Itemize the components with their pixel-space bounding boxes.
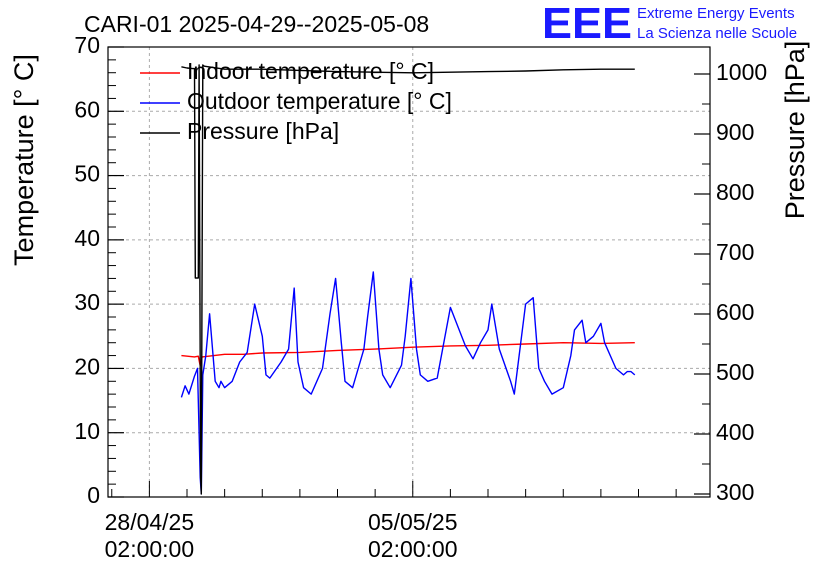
legend-label-2: Pressure [hPa] bbox=[187, 118, 339, 144]
right-axis: 300 400 500 600 700 800 900 1000 bbox=[694, 59, 767, 505]
y2-tick-label: 600 bbox=[716, 299, 754, 325]
legend-label-0: Indoor temperature [° C] bbox=[187, 58, 434, 84]
y2-tick-label: 900 bbox=[716, 119, 754, 145]
y2-tick-label: 500 bbox=[716, 359, 754, 385]
chart-title: CARI-01 2025-04-29--2025-05-08 bbox=[84, 11, 429, 37]
y-tick-label: 60 bbox=[74, 96, 100, 122]
y-tick-label: 20 bbox=[74, 354, 100, 380]
x-tick-label-date: 05/05/25 bbox=[368, 509, 458, 535]
series-layer bbox=[180, 64, 636, 495]
y2-tick-label: 700 bbox=[716, 239, 754, 265]
eee-logo: EEE Extreme Energy Events La Scienza nel… bbox=[542, 0, 797, 48]
plot-frame bbox=[107, 46, 711, 498]
series-line-0 bbox=[181, 342, 635, 367]
left-axis: 0 10 20 30 40 50 60 70 bbox=[74, 32, 124, 508]
y-tick-label: 40 bbox=[74, 225, 100, 251]
y2-axis-title: Pressure [hPa] bbox=[780, 41, 810, 220]
x-tick-label-time: 02:00:00 bbox=[368, 536, 458, 562]
y-tick-label: 0 bbox=[87, 482, 100, 508]
y-tick-label: 70 bbox=[74, 32, 100, 58]
y-axis-title: Temperature [° C] bbox=[9, 54, 39, 266]
y-tick-label: 30 bbox=[74, 289, 100, 315]
series-line-2 bbox=[181, 64, 635, 495]
eee-logo-mark: EEE bbox=[542, 0, 632, 48]
y-tick-label: 10 bbox=[74, 418, 100, 444]
y2-tick-label: 300 bbox=[716, 479, 754, 505]
series-line-1 bbox=[180, 271, 636, 495]
y-tick-label: 50 bbox=[74, 161, 100, 187]
y2-tick-label: 1000 bbox=[716, 59, 767, 85]
legend: Indoor temperature [° C] Outdoor temperat… bbox=[140, 58, 452, 144]
eee-logo-line2: La Scienza nelle Scuole bbox=[637, 25, 797, 42]
x-tick-label-date: 28/04/25 bbox=[105, 509, 195, 535]
x-tick-label-time: 02:00:00 bbox=[105, 536, 195, 562]
y2-tick-label: 400 bbox=[716, 419, 754, 445]
y2-tick-label: 800 bbox=[716, 179, 754, 205]
eee-logo-line1: Extreme Energy Events bbox=[637, 5, 795, 22]
legend-label-1: Outdoor temperature [° C] bbox=[187, 88, 452, 114]
